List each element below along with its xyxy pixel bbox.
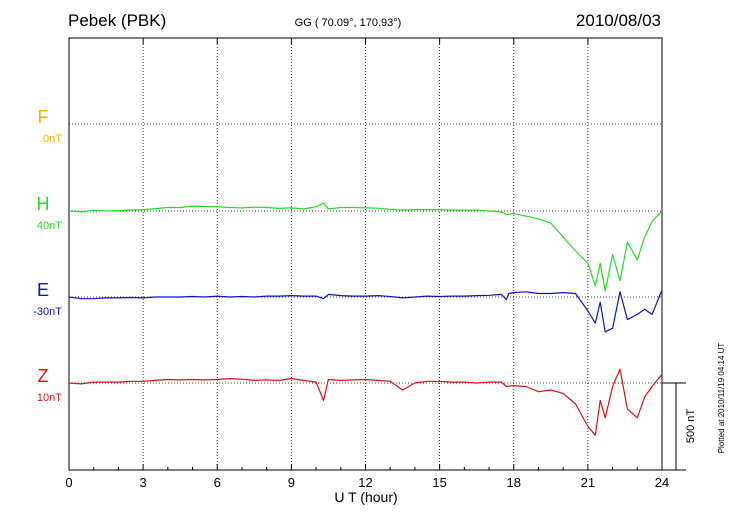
series-e-label: E: [37, 280, 49, 300]
data-traces: [68, 202, 663, 436]
series-f-label: F: [38, 107, 49, 127]
date-label: 2010/08/03: [576, 11, 661, 30]
series-e-offset: -30nT: [33, 306, 62, 318]
series-h-line: [68, 202, 663, 292]
x-axis-ticks: 0 3 6 9 12 15 18 21 24: [65, 38, 669, 490]
series-h-offset: 40nT: [37, 220, 62, 232]
scale-bar-label: 500 nT: [685, 409, 697, 444]
x-tick-label: 12: [358, 475, 372, 490]
series-z-line: [68, 368, 663, 436]
series-z-offset: 10nT: [37, 392, 62, 404]
series-e-line: [68, 289, 663, 333]
x-tick-label: 0: [65, 475, 72, 490]
plotted-timestamp: Plotted at 2010/11/19 04:14 UT: [717, 343, 726, 454]
scale-bar: 500 nT: [662, 382, 697, 471]
station-title: Pebek (PBK): [68, 11, 166, 30]
series-labels: F 0nT H 40nT E -30nT Z 10nT: [33, 107, 62, 404]
x-tick-label: 3: [140, 475, 147, 490]
x-tick-label: 6: [214, 475, 221, 490]
x-tick-label: 15: [432, 475, 446, 490]
x-axis-label: U T (hour): [334, 489, 397, 505]
grid-lines: [69, 38, 662, 470]
x-tick-label: 21: [581, 475, 595, 490]
series-f-offset: 0nT: [43, 133, 62, 145]
series-h-label: H: [37, 194, 50, 214]
x-tick-label: 24: [655, 475, 669, 490]
series-z-label: Z: [38, 366, 49, 386]
x-tick-label: 9: [288, 475, 295, 490]
coordinates-label: GG ( 70.09°, 170.93°): [295, 17, 402, 29]
x-tick-label: 18: [507, 475, 521, 490]
